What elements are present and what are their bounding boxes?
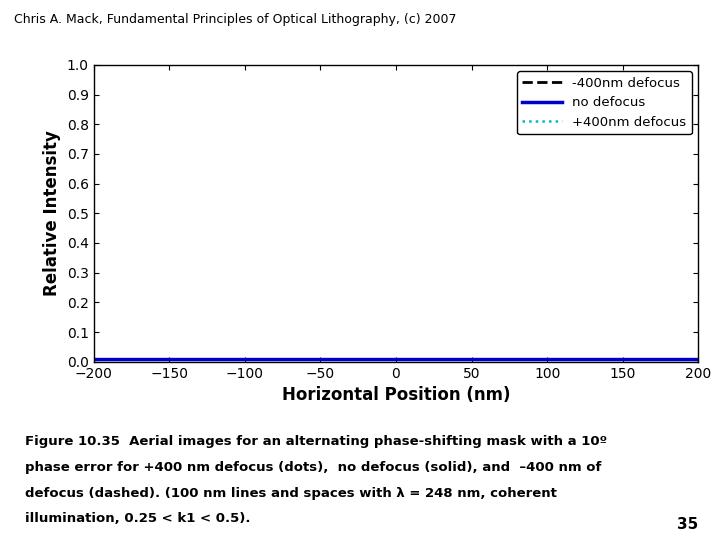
Text: Figure 10.35  Aerial images for an alternating phase-shifting mask with a 10º: Figure 10.35 Aerial images for an altern…	[25, 435, 608, 448]
Text: phase error for +400 nm defocus (dots),  no defocus (solid), and  –400 nm of: phase error for +400 nm defocus (dots), …	[25, 461, 602, 474]
Text: illumination, 0.25 < k1 < 0.5).: illumination, 0.25 < k1 < 0.5).	[25, 512, 251, 525]
Legend: -400nm defocus, no defocus, +400nm defocus: -400nm defocus, no defocus, +400nm defoc…	[517, 71, 692, 134]
Text: Chris A. Mack, Fundamental Principles of Optical Lithography, (c) 2007: Chris A. Mack, Fundamental Principles of…	[14, 14, 457, 26]
Text: defocus (dashed). (100 nm lines and spaces with λ = 248 nm, coherent: defocus (dashed). (100 nm lines and spac…	[25, 487, 557, 500]
X-axis label: Horizontal Position (nm): Horizontal Position (nm)	[282, 386, 510, 404]
Y-axis label: Relative Intensity: Relative Intensity	[43, 130, 61, 296]
Text: 35: 35	[677, 517, 698, 532]
